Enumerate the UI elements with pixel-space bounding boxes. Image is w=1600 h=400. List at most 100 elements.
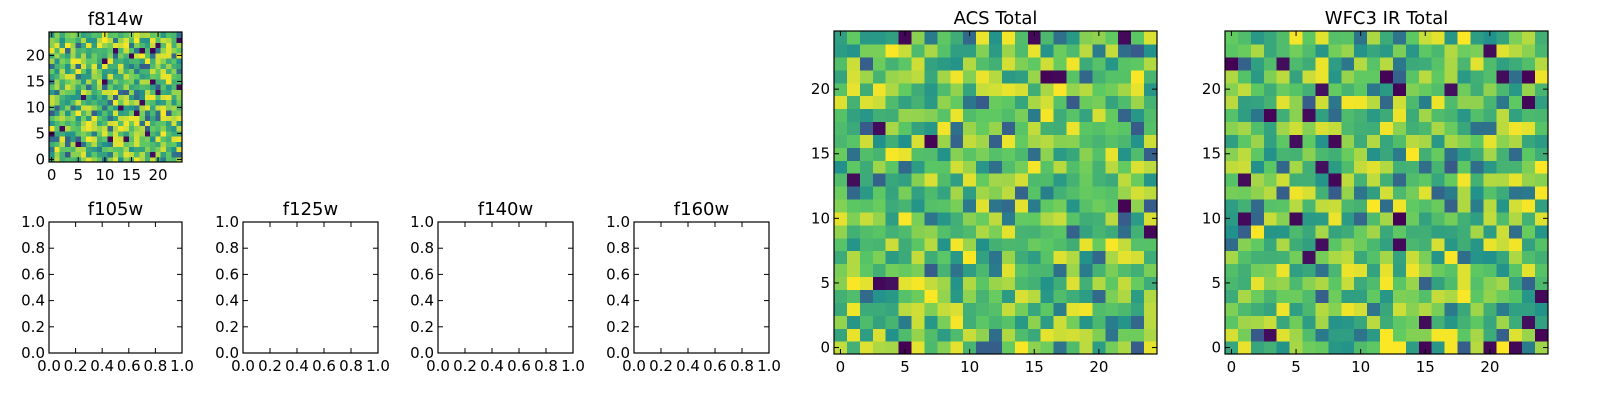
- heatmap-cell: [1405, 341, 1420, 355]
- heatmap-cell: [885, 315, 900, 329]
- heatmap-cell: [1392, 31, 1407, 45]
- heatmap-cell: [1092, 224, 1106, 239]
- heatmap-cell: [1392, 302, 1407, 316]
- heatmap-cell: [989, 43, 1003, 58]
- heatmap-cell: [1367, 147, 1381, 161]
- heatmap-cell: [1522, 341, 1536, 355]
- heatmap-cell: [139, 63, 146, 69]
- heatmap-cell: [1289, 134, 1304, 148]
- heatmap-cell: [1522, 186, 1536, 200]
- heatmap-cell: [1509, 31, 1523, 45]
- heatmap-cell: [1118, 95, 1132, 110]
- heatmap-cell: [1079, 69, 1093, 84]
- axes-frame: [633, 221, 770, 354]
- heatmap-cell: [128, 78, 135, 85]
- heatmap-cell: [96, 52, 103, 59]
- heatmap-cell: [80, 110, 87, 116]
- heatmap-cell: [963, 147, 977, 161]
- heatmap-cell: [1092, 95, 1106, 110]
- heatmap-cell: [107, 156, 114, 163]
- heatmap-cell: [1380, 237, 1394, 252]
- heatmap-cell: [1367, 211, 1381, 226]
- x-tick-label: 1.0: [561, 357, 585, 375]
- heatmap-cell: [134, 146, 141, 153]
- heatmap-cell: [176, 136, 183, 142]
- heatmap-cell: [80, 99, 87, 106]
- heatmap-cell: [1001, 56, 1016, 71]
- heatmap-cell: [86, 156, 93, 163]
- heatmap-cell: [989, 173, 1003, 187]
- heatmap-cell: [1535, 263, 1549, 278]
- heatmap-cell: [139, 84, 146, 90]
- heatmap-cell: [1496, 108, 1510, 123]
- heatmap-cell: [1263, 134, 1278, 148]
- heatmap-cell: [1250, 315, 1265, 329]
- heatmap-cell: [160, 141, 167, 147]
- heatmap-cell: [123, 73, 130, 80]
- heatmap-cell: [950, 302, 964, 316]
- heatmap-cell: [846, 198, 861, 213]
- heatmap-cell: [1405, 56, 1420, 71]
- heatmap-cell: [166, 125, 172, 132]
- heatmap-cell: [834, 56, 848, 71]
- heatmap-cell: [1535, 211, 1549, 226]
- heatmap-cell: [1001, 237, 1016, 252]
- heatmap-cell: [885, 224, 900, 239]
- heatmap-cell: [160, 146, 167, 153]
- heatmap-cell: [1302, 173, 1317, 187]
- heatmap-cell: [112, 52, 119, 59]
- heatmap-cell: [1328, 341, 1342, 355]
- heatmap-cell: [1315, 186, 1329, 200]
- heatmap-cell: [846, 56, 861, 71]
- heatmap-cell: [1250, 289, 1265, 303]
- heatmap-cell: [166, 78, 172, 85]
- heatmap-cell: [134, 37, 141, 43]
- heatmap-cell: [885, 211, 900, 226]
- heatmap-cell: [859, 224, 874, 239]
- heatmap-cell: [128, 141, 135, 147]
- x-tick-label: 5: [900, 358, 910, 376]
- heatmap-cell: [950, 147, 964, 161]
- heatmap-cell: [107, 120, 114, 127]
- heatmap-cell: [112, 146, 119, 153]
- heatmap-cell: [107, 110, 114, 116]
- heatmap-cell: [924, 69, 938, 84]
- heatmap-cell: [139, 156, 146, 163]
- heatmap-cell: [1328, 198, 1342, 213]
- heatmap-cell: [1276, 43, 1291, 58]
- heatmap-cell: [64, 110, 71, 116]
- heatmap-cell: [150, 52, 156, 59]
- heatmap-cell: [950, 95, 964, 110]
- heatmap-cell: [1535, 302, 1549, 316]
- heatmap-cell: [1289, 121, 1304, 135]
- heatmap-cell: [139, 42, 146, 49]
- heatmap-cell: [49, 58, 55, 64]
- heatmap-cell: [1328, 82, 1342, 97]
- heatmap-cell: [91, 146, 98, 153]
- heatmap-cell: [1066, 121, 1081, 135]
- heatmap-cell: [1131, 69, 1145, 84]
- heatmap-cell: [1302, 43, 1317, 58]
- heatmap-cell: [1431, 250, 1446, 265]
- heatmap-cell: [134, 32, 141, 38]
- heatmap-cell: [1144, 160, 1158, 174]
- heatmap-cell: [134, 136, 141, 142]
- heatmap-cell: [96, 32, 103, 38]
- heatmap-cell: [1250, 95, 1265, 110]
- heatmap-cell: [166, 52, 172, 59]
- heatmap-cell: [176, 58, 183, 64]
- heatmap-cell: [150, 110, 156, 116]
- heatmap-cell: [1276, 31, 1291, 45]
- heatmap-cell: [1225, 302, 1239, 316]
- heatmap-cell: [1496, 173, 1510, 187]
- heatmap-cell: [989, 160, 1003, 174]
- heatmap-cell: [989, 82, 1003, 97]
- heatmap-cell: [911, 289, 926, 303]
- heatmap-cell: [118, 78, 125, 85]
- heatmap-cell: [1354, 56, 1368, 71]
- heatmap-cell: [1535, 315, 1549, 329]
- heatmap-cell: [1237, 56, 1252, 71]
- heatmap-cell: [1522, 237, 1536, 252]
- heatmap-cell: [1522, 289, 1536, 303]
